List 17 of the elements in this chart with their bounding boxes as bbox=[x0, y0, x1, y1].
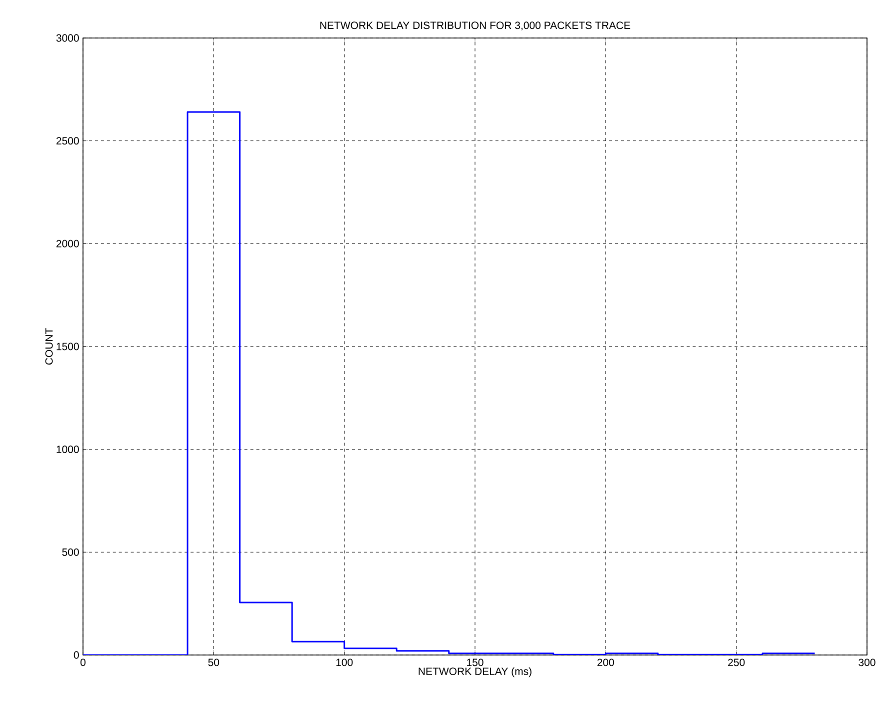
y-tick-label: 3000 bbox=[56, 34, 79, 42]
y-axis-title: COUNT bbox=[45, 328, 53, 365]
x-tick-label: 150 bbox=[467, 658, 484, 666]
x-tick-label: 50 bbox=[208, 658, 220, 666]
x-axis-title: NETWORK DELAY (ms) bbox=[418, 667, 532, 678]
y-tick-label: 500 bbox=[62, 548, 79, 556]
y-tick-label: 2500 bbox=[56, 137, 79, 145]
x-tick-label: 200 bbox=[597, 658, 614, 666]
y-tick-label: 2000 bbox=[56, 240, 79, 248]
chart-title: NETWORK DELAY DISTRIBUTION FOR 3,000 PACKETS TRACE bbox=[320, 22, 630, 30]
x-tick-label: 300 bbox=[858, 658, 876, 666]
x-tick-label: 0 bbox=[80, 658, 86, 666]
x-tick-label: 100 bbox=[336, 658, 353, 666]
y-tick-label: 1500 bbox=[56, 342, 79, 350]
y-tick-label: 0 bbox=[74, 651, 79, 659]
x-tick-label: 250 bbox=[728, 658, 745, 666]
y-tick-label: 1000 bbox=[56, 446, 79, 454]
